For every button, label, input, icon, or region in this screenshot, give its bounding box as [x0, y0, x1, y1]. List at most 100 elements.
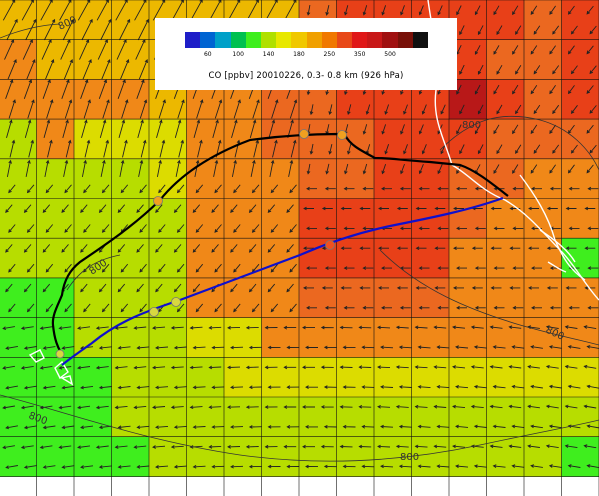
grid-cell	[524, 39, 562, 80]
wind-arrow	[214, 263, 222, 273]
wind-arrow	[455, 424, 469, 429]
wind-arrow	[290, 139, 297, 158]
wind-arrow	[533, 25, 541, 35]
wind-arrow	[230, 204, 238, 214]
wind-arrow	[417, 385, 431, 389]
wind-arrow	[119, 159, 125, 177]
legend-color-swatch	[306, 32, 322, 48]
wind-arrow	[321, 206, 333, 211]
wind-arrow	[152, 0, 166, 21]
wind-arrow	[212, 119, 219, 139]
wind-arrow	[381, 5, 387, 16]
wind-arrow	[192, 425, 206, 429]
wind-arrow	[81, 18, 93, 41]
wind-arrow	[455, 345, 469, 349]
wind-arrow	[272, 139, 278, 158]
wind-arrow	[136, 345, 150, 350]
legend-color-swatch	[291, 32, 307, 48]
wind-arrow	[493, 164, 500, 174]
wind-arrow	[121, 99, 129, 119]
wind-arrow	[587, 266, 599, 270]
wind-arrow	[584, 206, 596, 211]
wind-arrow	[415, 246, 427, 250]
grid-cell	[374, 397, 412, 438]
grid-cell	[336, 238, 375, 279]
wind-arrow	[95, 405, 109, 410]
grid-cell	[336, 277, 375, 319]
wind-arrow	[474, 266, 486, 270]
wind-arrow	[362, 124, 368, 135]
grid-cell	[486, 317, 525, 358]
wind-arrow	[289, 224, 297, 233]
wind-vector-field	[2, 0, 599, 469]
wind-arrow	[589, 25, 597, 35]
legend-color-swatch	[185, 32, 201, 48]
wind-arrow	[567, 45, 575, 55]
wind-arrow	[415, 286, 427, 290]
grid-cell	[411, 158, 450, 199]
wind-arrow	[359, 246, 371, 250]
wind-arrow	[325, 4, 330, 16]
wind-arrow	[320, 405, 334, 409]
wind-arrow	[5, 244, 13, 253]
wind-arrow	[42, 346, 56, 350]
grid-cell	[111, 0, 150, 41]
wind-arrow	[101, 263, 110, 273]
wind-arrow	[303, 286, 314, 290]
wind-arrow	[122, 139, 128, 158]
wind-arrow	[26, 263, 35, 273]
wind-arrow	[377, 404, 391, 409]
wind-arrow	[158, 263, 166, 273]
wind-arrow	[470, 404, 484, 409]
wind-arrow	[400, 124, 405, 135]
wind-arrow	[2, 405, 15, 410]
wind-arrow	[230, 345, 244, 350]
wind-arrow	[589, 144, 597, 154]
wind-arrow	[192, 385, 206, 390]
wind-arrow	[61, 244, 69, 253]
wind-arrow	[98, 465, 112, 469]
grid-cell	[524, 397, 562, 438]
wind-arrow	[8, 224, 16, 233]
wind-arrow	[286, 464, 300, 469]
wind-arrow	[549, 186, 561, 191]
wind-arrow	[211, 385, 225, 390]
wind-arrow	[453, 286, 464, 290]
wind-arrow	[530, 384, 543, 389]
wind-arrow	[493, 305, 505, 310]
wind-arrow	[512, 164, 519, 174]
wind-arrow	[99, 119, 107, 139]
grid-cell	[486, 397, 525, 438]
grid-cell	[149, 317, 187, 358]
grid-cell	[374, 198, 412, 239]
wind-arrow	[289, 184, 297, 194]
wind-arrow	[176, 224, 185, 233]
wind-arrow	[492, 424, 506, 429]
wind-arrow	[5, 385, 18, 390]
wind-arrow	[248, 464, 262, 469]
wind-arrow	[459, 25, 465, 36]
wind-arrow	[5, 345, 18, 350]
wind-arrow	[342, 464, 356, 469]
legend-tick-label: 140	[262, 51, 275, 58]
wind-arrow	[396, 206, 408, 211]
wind-arrow	[42, 204, 51, 214]
wind-arrow	[77, 0, 91, 21]
grid-cell	[111, 39, 150, 80]
grid-cell	[486, 357, 525, 398]
wind-arrow	[227, 0, 241, 21]
wind-arrow	[568, 226, 580, 231]
wind-arrow	[380, 424, 394, 429]
wind-arrow	[133, 445, 147, 449]
wind-arrow	[114, 405, 128, 410]
grid-cell	[299, 198, 337, 239]
wind-arrow	[176, 303, 185, 313]
grid-cell	[449, 397, 487, 438]
wind-arrow	[61, 79, 70, 99]
wind-arrow	[320, 325, 334, 330]
grid-cell	[411, 397, 450, 438]
wind-arrow	[512, 186, 524, 191]
wind-arrow	[508, 444, 522, 449]
grid-cell	[111, 436, 150, 477]
wind-arrow	[42, 465, 56, 469]
